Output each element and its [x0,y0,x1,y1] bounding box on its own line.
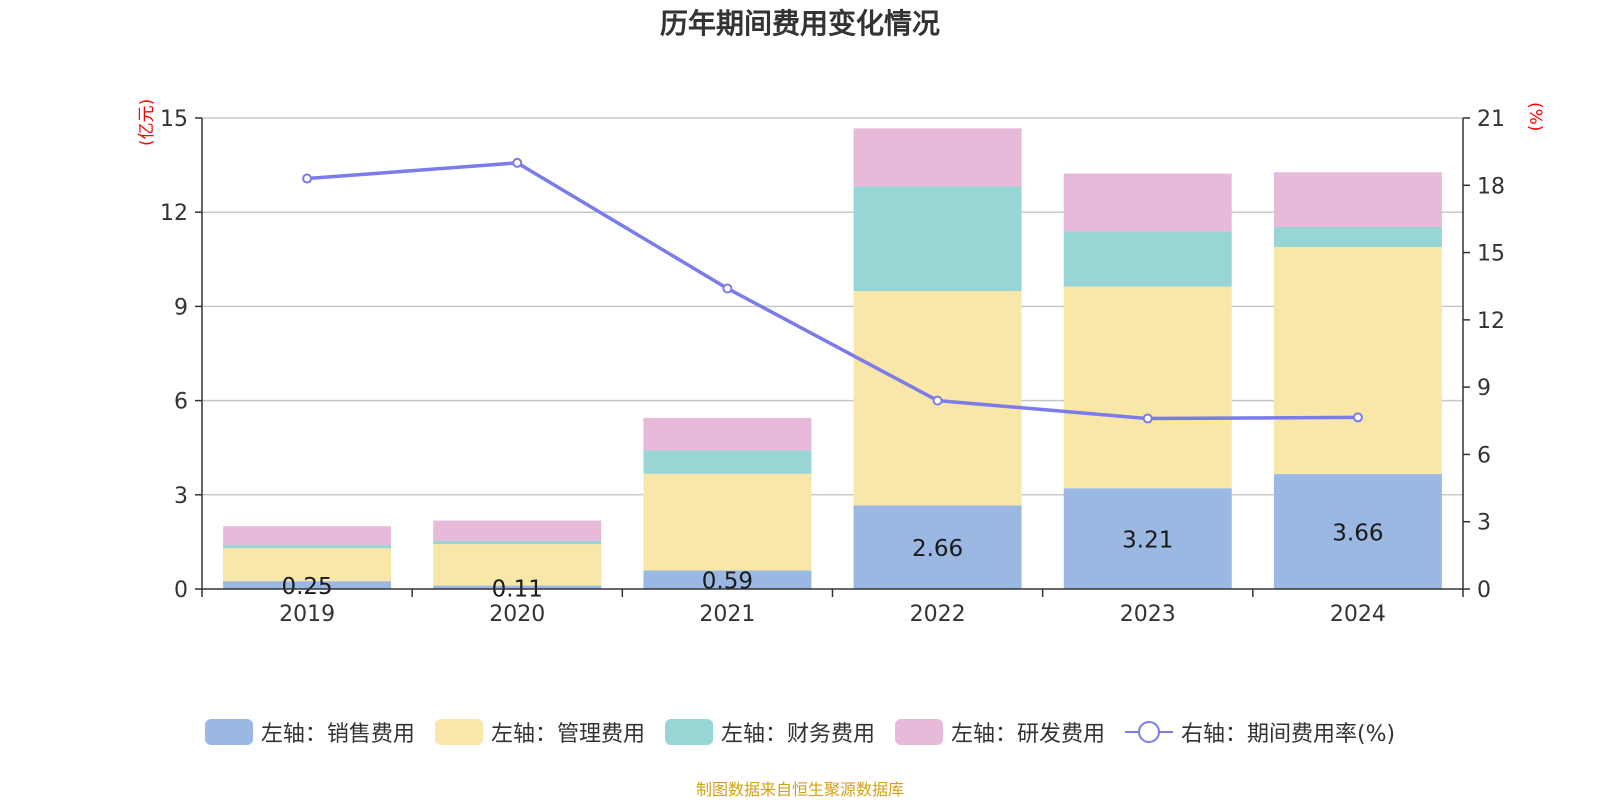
bar-rd-2022 [853,128,1022,187]
left-axis-tick-label: 3 [174,484,188,509]
bar-rd-2023 [1063,173,1232,232]
bar-rd-2019 [223,526,392,546]
bar-admin-2020 [433,544,602,586]
left-axis-tick-label: 9 [174,295,188,320]
x-axis-tick-label: 2023 [1120,602,1176,627]
bar-sales-2019 [223,581,392,589]
bar-sales-2023 [1063,488,1232,589]
legend-label-admin: 左轴：管理费用 [490,722,645,747]
line-rate-point-2019 [302,173,313,184]
bar-admin-2019 [223,548,392,582]
line-rate-point-2024 [1352,412,1363,423]
legend-label-sales: 左轴：销售费用 [260,722,415,747]
right-axis-tick-label: 18 [1477,174,1505,199]
bar-data-label-2024: 3.66 [1332,521,1383,547]
right-axis-tick-label: 9 [1477,376,1491,401]
bar-admin-2023 [1063,286,1232,489]
line-rate-point-2020 [512,157,523,168]
left-axis-tick-label: 6 [174,390,188,415]
right-axis-tick-label: 21 [1477,107,1505,132]
legend-item-finance[interactable]: 左轴：财务费用 [664,716,875,748]
bar-data-label-2019: 0.25 [281,574,332,600]
right-axis-tick-label: 6 [1477,443,1491,468]
right-axis-unit: (%) [1525,102,1545,132]
bar-data-label-2023: 3.21 [1122,528,1173,554]
bar-rd-2024 [1273,172,1442,227]
bar-rd-2020 [433,520,602,541]
right-axis-tick-label: 12 [1477,309,1505,334]
bar-admin-2024 [1273,247,1442,475]
legend-swatch-admin [434,719,483,745]
source-note: 制图数据来自恒生聚源数据库 [695,780,904,799]
legend-swatch-sales [204,719,253,745]
x-axis-tick-label: 2021 [699,602,755,627]
left-axis-tick-label: 15 [160,107,188,132]
legend: 左轴：销售费用 左轴：管理费用 左轴：财务费用 左轴：研发费用 右轴：期间费用率… [0,716,1600,748]
right-axis-tick-label: 3 [1477,511,1491,536]
bar-rd-2021 [643,417,812,451]
legend-label-rate: 右轴：期间费用率(%) [1180,722,1396,747]
bar-finance-2024 [1273,226,1442,248]
bar-data-label-2021: 0.59 [702,569,753,595]
legend-item-admin[interactable]: 左轴：管理费用 [434,716,645,748]
bar-sales-2024 [1273,474,1442,589]
line-rate-point-2021 [722,283,733,294]
left-axis-tick-label: 0 [174,578,188,603]
right-axis-tick-label: 15 [1477,242,1505,267]
bar-admin-2021 [643,473,812,571]
bar-sales-2022 [853,505,1022,589]
legend-swatch-finance [664,719,713,745]
bar-finance-2022 [853,186,1022,292]
bar-data-label-2022: 2.66 [912,536,963,562]
line-rate-series [306,161,1358,421]
legend-line-marker-icon [1124,721,1173,743]
line-rate-point-2022 [932,395,943,406]
right-axis-tick-label: 0 [1477,578,1491,603]
chart-title: 历年期间费用变化情况 [659,7,940,40]
line-rate-point-2023 [1142,413,1153,424]
legend-item-sales[interactable]: 左轴：销售费用 [204,716,415,748]
bar-finance-2023 [1063,231,1232,287]
legend-item-rate[interactable]: 右轴：期间费用率(%) [1124,716,1396,748]
legend-item-rd[interactable]: 左轴：研发费用 [894,716,1105,748]
bar-finance-2019 [223,545,392,549]
bar-finance-2020 [433,540,602,545]
x-axis-tick-label: 2024 [1330,602,1386,627]
bar-sales-2020 [433,585,602,589]
bar-finance-2021 [643,450,812,474]
x-axis-tick-label: 2019 [279,602,335,627]
x-axis-tick-label: 2022 [910,602,966,627]
bar-sales-2021 [643,570,812,589]
left-axis-tick-label: 12 [160,201,188,226]
x-axis-tick-label: 2020 [489,602,545,627]
legend-label-rd: 左轴：研发费用 [950,722,1105,747]
legend-swatch-rd [894,719,943,745]
left-axis-unit: (亿元) [137,98,157,146]
legend-label-finance: 左轴：财务费用 [720,722,875,747]
